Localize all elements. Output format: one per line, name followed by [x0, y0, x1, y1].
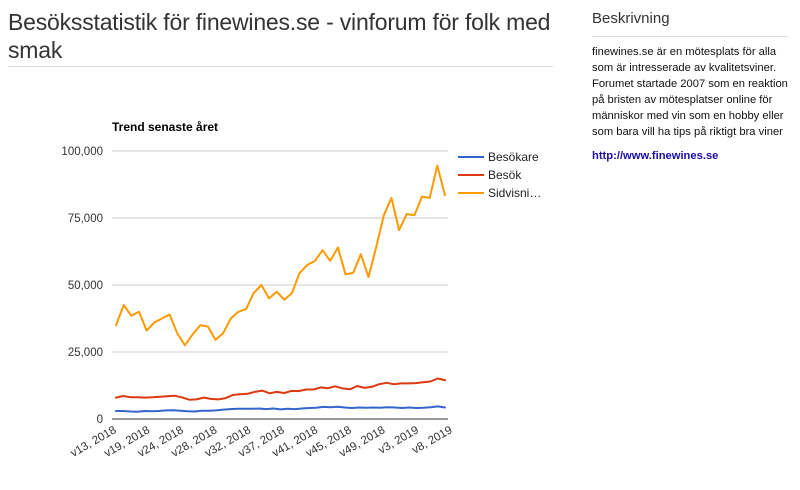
chart-gridlines — [112, 150, 448, 420]
legend-label: Besök — [488, 168, 522, 182]
legend-label: Sidvisni… — [488, 186, 541, 200]
chart-legend: Besökare Besök Sidvisni… — [458, 150, 541, 200]
y-tick-label: 50,000 — [68, 280, 103, 292]
chart-title: Trend senaste året — [112, 120, 218, 134]
y-tick-label: 75,000 — [68, 213, 103, 225]
sidebar-description: finewines.se är en mötesplats för alla s… — [592, 46, 788, 138]
series-line — [115, 377, 446, 401]
chart-series-lines — [115, 164, 446, 413]
y-tick-label: 100,000 — [61, 146, 103, 158]
line-chart: Trend senaste året 0 25,000 50,000 75,000 10… — [61, 120, 541, 460]
legend-label: Besökare — [488, 150, 539, 164]
page-title: Besöksstatistik för finewines.se - vinfo… — [8, 8, 553, 67]
sidebar-heading: Beskrivning — [592, 10, 788, 37]
y-tick-label: 25,000 — [68, 347, 103, 359]
y-axis-ticks: 0 25,000 50,000 75,000 100,000 — [61, 146, 103, 426]
series-line — [115, 405, 446, 413]
y-tick-label: 0 — [97, 414, 103, 426]
series-line — [115, 164, 446, 347]
website-link[interactable]: http://www.finewines.se — [592, 150, 719, 162]
